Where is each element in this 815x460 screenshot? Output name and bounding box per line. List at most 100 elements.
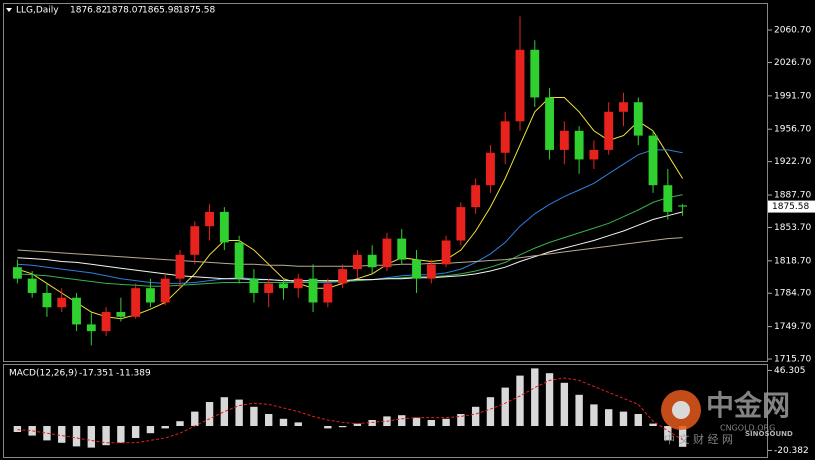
macd-bar xyxy=(279,418,288,426)
macd-bar xyxy=(176,421,184,426)
macd-bar xyxy=(13,426,22,432)
macd-bar xyxy=(649,423,657,426)
macd-value: -17.351 xyxy=(79,369,114,379)
candle-body xyxy=(486,152,495,186)
candle-body xyxy=(249,278,259,293)
y-tick-label: 1784.70 xyxy=(774,289,811,299)
macd-bar xyxy=(619,411,628,426)
y-tick-label: 46.305 xyxy=(774,366,806,376)
macd-bar xyxy=(338,426,347,428)
watermark-url: CNGOLD.ORG xyxy=(720,424,775,433)
candle-body xyxy=(441,240,451,265)
macd-bar xyxy=(575,394,583,426)
macd-bar xyxy=(516,375,524,426)
watermark-logo-inner xyxy=(672,401,690,419)
candle-body xyxy=(500,121,510,153)
macd-bar xyxy=(117,426,125,443)
candle-body xyxy=(633,102,643,136)
candle-body xyxy=(86,324,96,332)
candle-body xyxy=(131,288,141,317)
macd-bar xyxy=(324,426,332,429)
candle-body xyxy=(279,283,288,289)
macd-bar xyxy=(353,423,362,426)
candle-body xyxy=(205,211,214,227)
macd-title: MACD(12,26,9) xyxy=(9,369,77,379)
y-tick-label: 1749.70 xyxy=(774,322,811,332)
macd-bar xyxy=(191,411,199,426)
macd-bar xyxy=(398,415,406,426)
watermark-brand: SINOSOUND xyxy=(745,430,793,438)
watermark-tagline: 中 文 财 经 网 xyxy=(664,432,733,446)
macd-signal-value: -11.389 xyxy=(116,369,151,379)
macd-bar xyxy=(43,426,51,441)
macd-bar xyxy=(146,426,155,434)
candle-body xyxy=(678,205,688,207)
macd-bar xyxy=(501,387,509,426)
candle-body xyxy=(190,226,200,255)
menu-arrow xyxy=(6,8,12,12)
macd-bar xyxy=(235,399,243,426)
y-tick-label: -20.382 xyxy=(774,446,809,456)
candle-body xyxy=(515,49,525,122)
candle-body xyxy=(574,130,584,160)
candle-body xyxy=(426,264,436,279)
macd-bar xyxy=(531,368,539,426)
watermark: 中金网 CNGOLD.ORG 中 文 财 经 网 SINOSOUND xyxy=(661,389,793,446)
candle-body xyxy=(382,238,392,268)
moving-average xyxy=(17,237,683,267)
ohlc-open: 1876.82 xyxy=(70,6,107,16)
candle-body xyxy=(456,207,466,241)
candle-body xyxy=(219,211,229,243)
candle-body xyxy=(397,238,407,260)
candle-body xyxy=(412,259,421,279)
candle-body xyxy=(530,49,540,98)
macd-bar xyxy=(605,409,613,426)
macd-bar xyxy=(250,406,258,426)
price-marker: 1875.58 xyxy=(772,202,809,212)
y-tick-label: 1991.70 xyxy=(774,91,811,101)
macd-bar xyxy=(368,420,376,426)
candle-body xyxy=(338,269,348,284)
macd-bar xyxy=(72,426,81,447)
macd-bar xyxy=(205,402,214,426)
candle-body xyxy=(27,278,37,293)
y-tick-label: 1853.70 xyxy=(774,223,811,233)
candle-body xyxy=(663,185,673,212)
candle-body xyxy=(471,185,481,208)
macd-signal xyxy=(17,377,683,444)
macd-bar xyxy=(471,406,480,426)
macd-bar xyxy=(590,404,598,426)
macd-bar xyxy=(28,426,36,436)
candle-body xyxy=(57,297,67,308)
candle-body xyxy=(545,97,554,150)
y-tick-label: 1922.70 xyxy=(774,157,811,167)
macd-bar xyxy=(442,418,450,426)
ohlc-close: 1875.58 xyxy=(178,6,215,16)
price-panel-frame xyxy=(3,3,768,362)
candle-body xyxy=(559,130,569,150)
candle-body xyxy=(101,312,111,332)
y-tick-label: 2026.70 xyxy=(774,58,811,68)
y-tick-label: 1715.70 xyxy=(774,355,811,365)
moving-average xyxy=(17,211,683,282)
price-marker-box xyxy=(768,200,815,213)
macd-bar xyxy=(412,417,421,426)
macd-bar xyxy=(265,414,273,426)
candle-body xyxy=(367,254,377,268)
candle-body xyxy=(308,278,318,303)
macd-bar xyxy=(58,426,66,443)
macd-bar xyxy=(664,426,672,441)
macd-bar xyxy=(457,414,465,426)
candle-body xyxy=(116,312,126,317)
macd-bar xyxy=(220,397,229,426)
y-tick-label: 1956.70 xyxy=(774,125,811,135)
candle-body xyxy=(619,102,628,112)
candle-body xyxy=(72,297,81,325)
candle-body xyxy=(234,242,244,279)
macd-bar xyxy=(102,426,110,446)
ohlc-high: 1878.07 xyxy=(106,6,143,16)
macd-bar xyxy=(294,422,302,426)
macd-bar xyxy=(87,426,95,448)
